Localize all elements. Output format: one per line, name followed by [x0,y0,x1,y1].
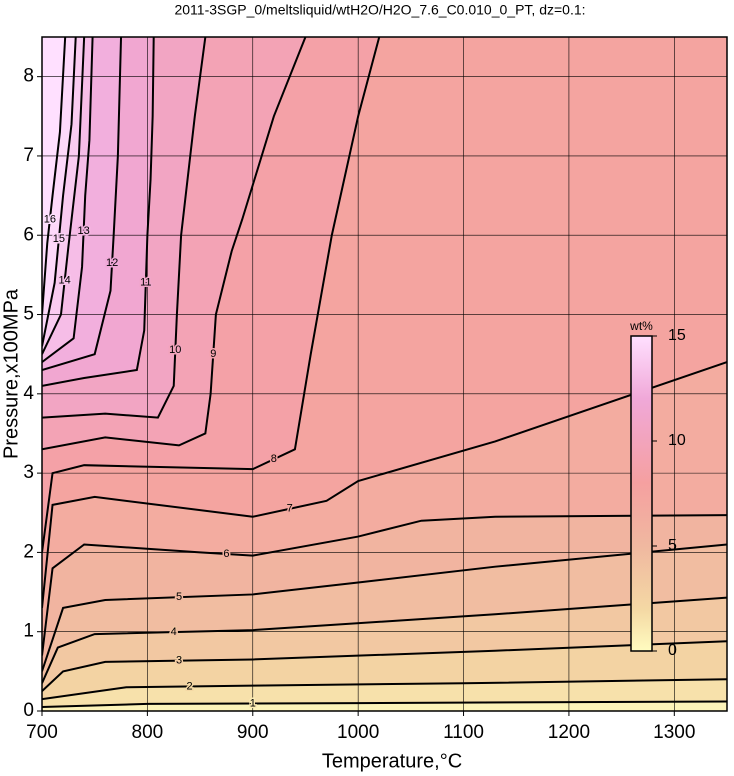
contour-line [42,37,307,451]
contour-line [42,37,86,355]
y-tick-label: 1 [23,621,34,642]
contour-band [42,37,66,315]
y-axis-label: Pressure,x100MPa [0,288,22,459]
colorbar-label: wt% [629,319,653,333]
contour-label: 12 [106,257,118,269]
contour-line [42,37,155,387]
contour-label: 7 [287,503,293,515]
contour-label: 2 [186,680,192,692]
x-tick-label: 1000 [337,722,379,743]
contour-label: 8 [271,453,277,465]
contour-label: 6 [223,548,229,560]
colorbar [630,335,653,652]
x-tick-label: 800 [132,722,164,743]
y-tick-label: 8 [23,66,34,87]
contour-line [42,543,727,672]
colorbar-tick-label: 15 [668,327,686,344]
contour-label: 11 [140,277,151,289]
contour-label: 14 [59,275,71,287]
x-tick-label: 1100 [443,722,484,743]
contour-line [42,37,94,363]
contour-line [42,596,727,684]
contour-label: 3 [176,655,182,667]
x-tick-label: 1200 [548,722,590,743]
x-tick-label: 700 [26,722,58,743]
contour-line [42,678,727,701]
y-tick-label: 7 [23,145,34,166]
colorbar-tick-label: 0 [668,642,677,659]
contour-line [42,37,77,347]
contour-label: 10 [169,344,181,356]
colorbar-tick-label: 10 [668,432,686,449]
x-axis-label: Temperature,°C [322,750,462,772]
y-tick-label: 4 [23,383,34,404]
contour-label: 15 [53,233,65,245]
x-tick-label: 1300 [653,722,695,743]
contour-line [42,37,123,371]
contour-label: 1 [250,697,256,709]
plot-frame [41,36,728,712]
contour-label: 13 [78,225,90,237]
contour-line [42,700,727,709]
y-tick-label: 2 [23,541,34,562]
contour-line [42,514,727,656]
contour-line [42,361,727,609]
contour-line [42,37,67,315]
contour-line [42,37,381,553]
y-tick-label: 5 [23,304,34,325]
contour-label: 9 [210,348,216,360]
colorbar-tick-label: 5 [668,537,677,554]
y-tick-label: 0 [23,700,34,721]
contour-line [42,640,727,692]
contour-label: 4 [171,626,177,638]
y-tick-label: 6 [23,224,34,245]
contour-label: 5 [176,591,182,603]
x-tick-label: 900 [237,722,269,743]
y-tick-label: 3 [23,462,34,483]
contour-line [42,37,207,419]
contour-label: 16 [44,213,56,225]
chart-title: 2011-3SGP_0/meltsliquid/wtH2O/H2O_7.6_C0… [174,2,585,18]
